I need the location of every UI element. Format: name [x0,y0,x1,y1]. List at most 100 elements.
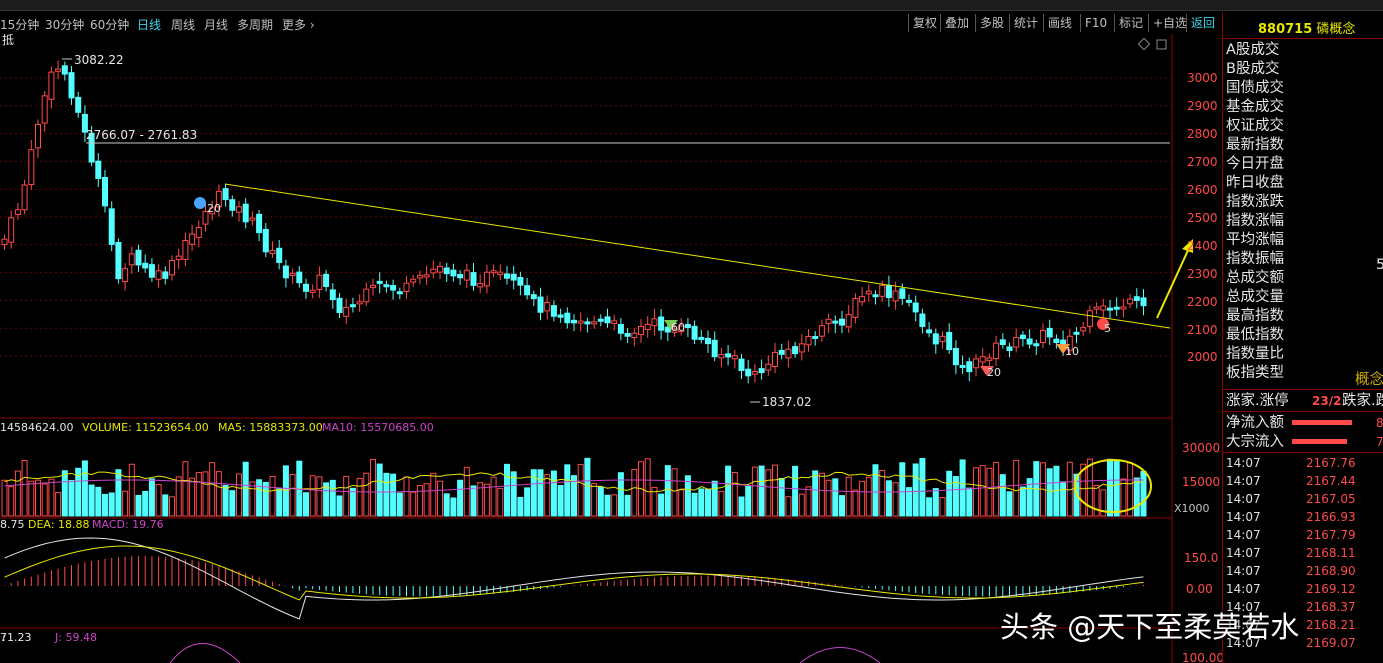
candle [571,319,577,324]
volume-bar [745,485,752,517]
candle [718,354,725,359]
tick-time: 14:07 [1226,510,1261,524]
svg-text:2600: 2600 [1187,183,1218,197]
candle [845,313,852,328]
tick-price: 2169.07 [1306,636,1356,650]
volume-bar [396,492,403,517]
volume-bar [303,492,309,517]
candle [249,217,256,221]
volume-bar [765,469,772,517]
sidebar-label-2: 国债成交 [1226,80,1284,96]
period-daily[interactable]: 日线 [137,18,162,32]
volume-bar [276,488,283,517]
candle [852,298,859,318]
return-button[interactable]: 返回 [1186,14,1219,32]
stock-name: 磷概念 [1316,22,1356,37]
draw-line-button[interactable]: 画线 [1043,14,1076,32]
candle [765,363,772,371]
tick-time: 14:07 [1226,618,1261,632]
candle [95,160,102,180]
candle [1046,327,1053,338]
bulk-inflow-value: 7 [1376,435,1383,449]
volume-bar [309,475,316,517]
vol-axis-15000: 15000 [1182,475,1220,489]
volume-bar [959,459,966,517]
low-price-label: 1837.02 [762,395,812,409]
candle [879,284,886,297]
volume-bar [443,493,450,517]
candle [979,356,986,363]
candle [14,209,21,215]
volume-bar [215,471,222,517]
volume-bar [718,490,725,517]
overlay-button[interactable]: 叠加 [940,14,973,32]
candle [356,301,363,305]
window-icons [1137,37,1167,51]
candle [999,339,1006,346]
k-label: 71.23 [0,631,32,644]
volume-bar [510,471,517,517]
candle [624,333,631,337]
candle [229,199,236,211]
fuquan-button[interactable]: 复权 [908,14,941,32]
candle [1053,338,1060,344]
candle [276,247,283,263]
candles [1,60,1147,384]
macd-label: MACD: 19.76 [92,518,164,531]
volume-bar [410,491,417,517]
volume-bar [102,493,108,517]
sidebar-label-1: B股成交 [1226,61,1280,77]
candle [818,325,825,337]
dea-label: DEA: 18.88 [28,518,89,531]
marker-label-20a: 20 [207,202,221,215]
candle [61,65,68,75]
period-15min[interactable]: 15分钟 [0,18,40,32]
volume-bar [584,457,591,517]
ma10-label: MA10: 15570685.00 [322,421,434,434]
volume-bar [282,465,289,517]
tick-time: 14:07 [1226,528,1261,542]
period-weekly[interactable]: 周线 [171,18,196,32]
period-60min[interactable]: 60分钟 [90,18,130,32]
candle [872,294,879,298]
sidebar-label-6: 今日开盘 [1226,156,1284,172]
volume-bar [798,493,805,517]
volume-bar [939,497,946,517]
watermark-text: 头条 @天下至柔莫若水 [1000,610,1300,644]
candle [115,242,122,280]
multi-stock-button[interactable]: 多股 [975,14,1008,32]
volume-bar [1093,484,1100,517]
f10-button[interactable]: F10 [1080,14,1111,32]
trend-line [224,183,1171,329]
period-30min[interactable]: 30分钟 [45,18,85,32]
candle [705,337,711,345]
sidebar-label-8: 指数涨跌 [1226,194,1284,210]
sidebar-divider-ticks [1223,452,1383,453]
candle [892,290,899,302]
add-watchlist-button[interactable]: +自选 [1148,14,1191,32]
resistance-label: 2766.07 - 2761.83 [86,128,197,142]
volume-bar [725,465,732,517]
candle [363,288,370,303]
volume-bar [195,472,202,517]
candle [242,203,249,223]
volume-bar [993,461,1000,517]
candle [390,285,397,291]
period-multi[interactable]: 多周期 [237,18,274,32]
volume-bar [986,467,993,517]
volume-bar [711,480,718,517]
period-more[interactable]: 更多 › [282,18,315,32]
candle [564,312,571,324]
candle [148,264,155,278]
candle [75,96,82,113]
statistics-button[interactable]: 统计 [1009,14,1042,32]
candle [108,208,115,245]
mark-button[interactable]: 标记 [1114,14,1147,32]
volume-bar [142,490,149,517]
ma5-label: MA5: 15883373.00 [218,421,323,434]
candle [577,320,584,324]
period-monthly[interactable]: 月线 [204,18,229,32]
chart-area[interactable]: 20 60 20 10 5 抵 3082.22 2766.07 - 2761.8… [0,34,1222,663]
red-ball-marker-icon [1097,318,1109,330]
volume-bar [999,474,1006,517]
